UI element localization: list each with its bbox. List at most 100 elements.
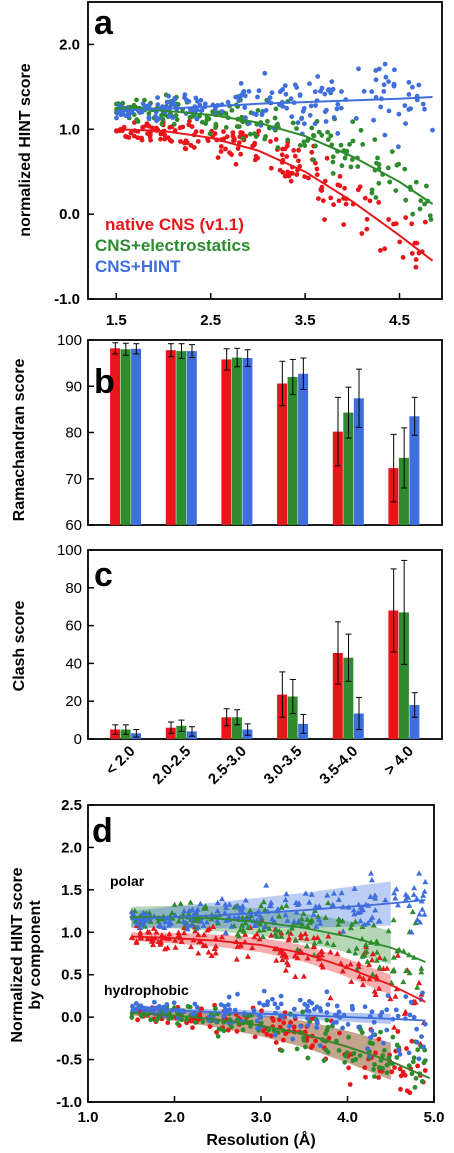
panel-c-y-ticks: 0 20 40 60 80 100 — [57, 542, 94, 748]
scatter-point — [302, 1001, 308, 1007]
scatter-triangle — [258, 902, 264, 909]
y-tick-label: 80 — [65, 425, 82, 442]
y-tick-label: 2.5 — [61, 797, 82, 814]
scatter-point — [300, 108, 306, 114]
y-tick-label: 70 — [65, 471, 82, 488]
panel-c-y-axis-label: Clash score — [11, 601, 28, 692]
scatter-point — [376, 200, 382, 205]
scatter-point — [334, 1003, 340, 1009]
scatter-point — [343, 201, 349, 207]
scatter-point — [360, 142, 366, 147]
scatter-triangle — [325, 933, 332, 939]
scatter-point — [396, 111, 402, 117]
scatter-point — [305, 1022, 311, 1028]
scatter-point — [409, 251, 415, 256]
scatter-triangle — [351, 885, 358, 891]
y-tick-label: 100 — [57, 332, 82, 349]
scatter-point — [325, 1002, 331, 1007]
scatter-point — [315, 74, 321, 79]
scatter-point — [225, 99, 231, 105]
scatter-point — [339, 89, 344, 94]
bar — [332, 431, 343, 525]
scatter-point — [393, 221, 399, 227]
scatter-triangle — [310, 911, 317, 917]
scatter-point — [337, 183, 343, 189]
scatter-point — [311, 133, 317, 139]
scatter-point — [242, 105, 248, 110]
category-label: 3.5-4.0 — [316, 743, 361, 788]
scatter-triangle — [186, 907, 193, 913]
scatter-point — [396, 1047, 401, 1053]
scatter-triangle — [393, 886, 400, 892]
scatter-point — [165, 1020, 171, 1026]
scatter-point — [406, 79, 412, 85]
scatter-triangle — [287, 930, 294, 936]
scatter-triangle — [304, 943, 310, 949]
scatter-point — [428, 217, 434, 222]
scatter-point — [185, 1004, 191, 1009]
y-tick-label: 2.0 — [61, 839, 82, 856]
scatter-point — [386, 217, 391, 222]
scatter-point — [255, 108, 261, 113]
scatter-point — [411, 1055, 417, 1061]
scatter-triangle — [282, 896, 289, 903]
scatter-point — [159, 121, 165, 127]
scatter-point — [284, 154, 290, 160]
bar — [231, 717, 242, 739]
scatter-point — [129, 110, 135, 115]
scatter-point — [236, 140, 242, 146]
scatter-point — [349, 157, 355, 163]
scatter-triangle — [300, 910, 307, 916]
scatter-point — [282, 83, 288, 88]
scatter-point — [204, 117, 210, 123]
scatter-point — [259, 1008, 264, 1014]
scatter-point — [347, 141, 352, 147]
scatter-point — [384, 1007, 390, 1013]
scatter-triangle — [310, 943, 317, 949]
legend-hint: CNS+HINT — [95, 257, 181, 276]
scatter-point — [241, 89, 247, 94]
scatter-triangle — [242, 931, 249, 937]
panel-b-label: b — [94, 363, 115, 401]
scatter-triangle — [140, 910, 147, 916]
bar — [409, 416, 420, 525]
scatter-point — [403, 215, 409, 221]
scatter-point — [350, 119, 356, 125]
scatter-point — [337, 1030, 342, 1036]
scatter-point — [233, 161, 239, 167]
scatter-point — [243, 1018, 248, 1024]
scatter-point — [386, 108, 392, 114]
scatter-triangle — [390, 916, 397, 923]
scatter-point — [230, 130, 236, 136]
scatter-triangle — [356, 973, 363, 979]
scatter-point — [281, 1037, 286, 1043]
scatter-triangle — [304, 916, 311, 922]
scatter-point — [238, 93, 244, 98]
scatter-triangle — [375, 918, 382, 924]
scatter-point — [301, 1035, 307, 1040]
scatter-point — [169, 1015, 175, 1021]
scatter-point — [252, 1034, 258, 1040]
y-tick-label: 60 — [65, 618, 82, 635]
scatter-triangle — [340, 928, 347, 934]
scatter-point — [227, 1007, 233, 1012]
scatter-point — [382, 61, 388, 67]
scatter-triangle — [273, 926, 280, 933]
scatter-point — [373, 195, 379, 200]
scatter-point — [180, 124, 186, 130]
scatter-triangle — [237, 926, 244, 933]
scatter-triangle — [369, 971, 376, 977]
scatter-point — [411, 1014, 417, 1020]
scatter-point — [272, 1032, 278, 1038]
scatter-point — [282, 146, 288, 152]
scatter-point — [131, 133, 137, 139]
scatter-point — [337, 174, 343, 179]
scatter-point — [330, 171, 336, 176]
scatter-point — [256, 88, 262, 94]
scatter-point — [191, 145, 197, 150]
scatter-point — [139, 1014, 145, 1019]
scatter-point — [297, 997, 303, 1003]
scatter-triangle — [282, 967, 289, 973]
scatter-point — [390, 1034, 396, 1040]
scatter-triangle — [172, 937, 179, 943]
